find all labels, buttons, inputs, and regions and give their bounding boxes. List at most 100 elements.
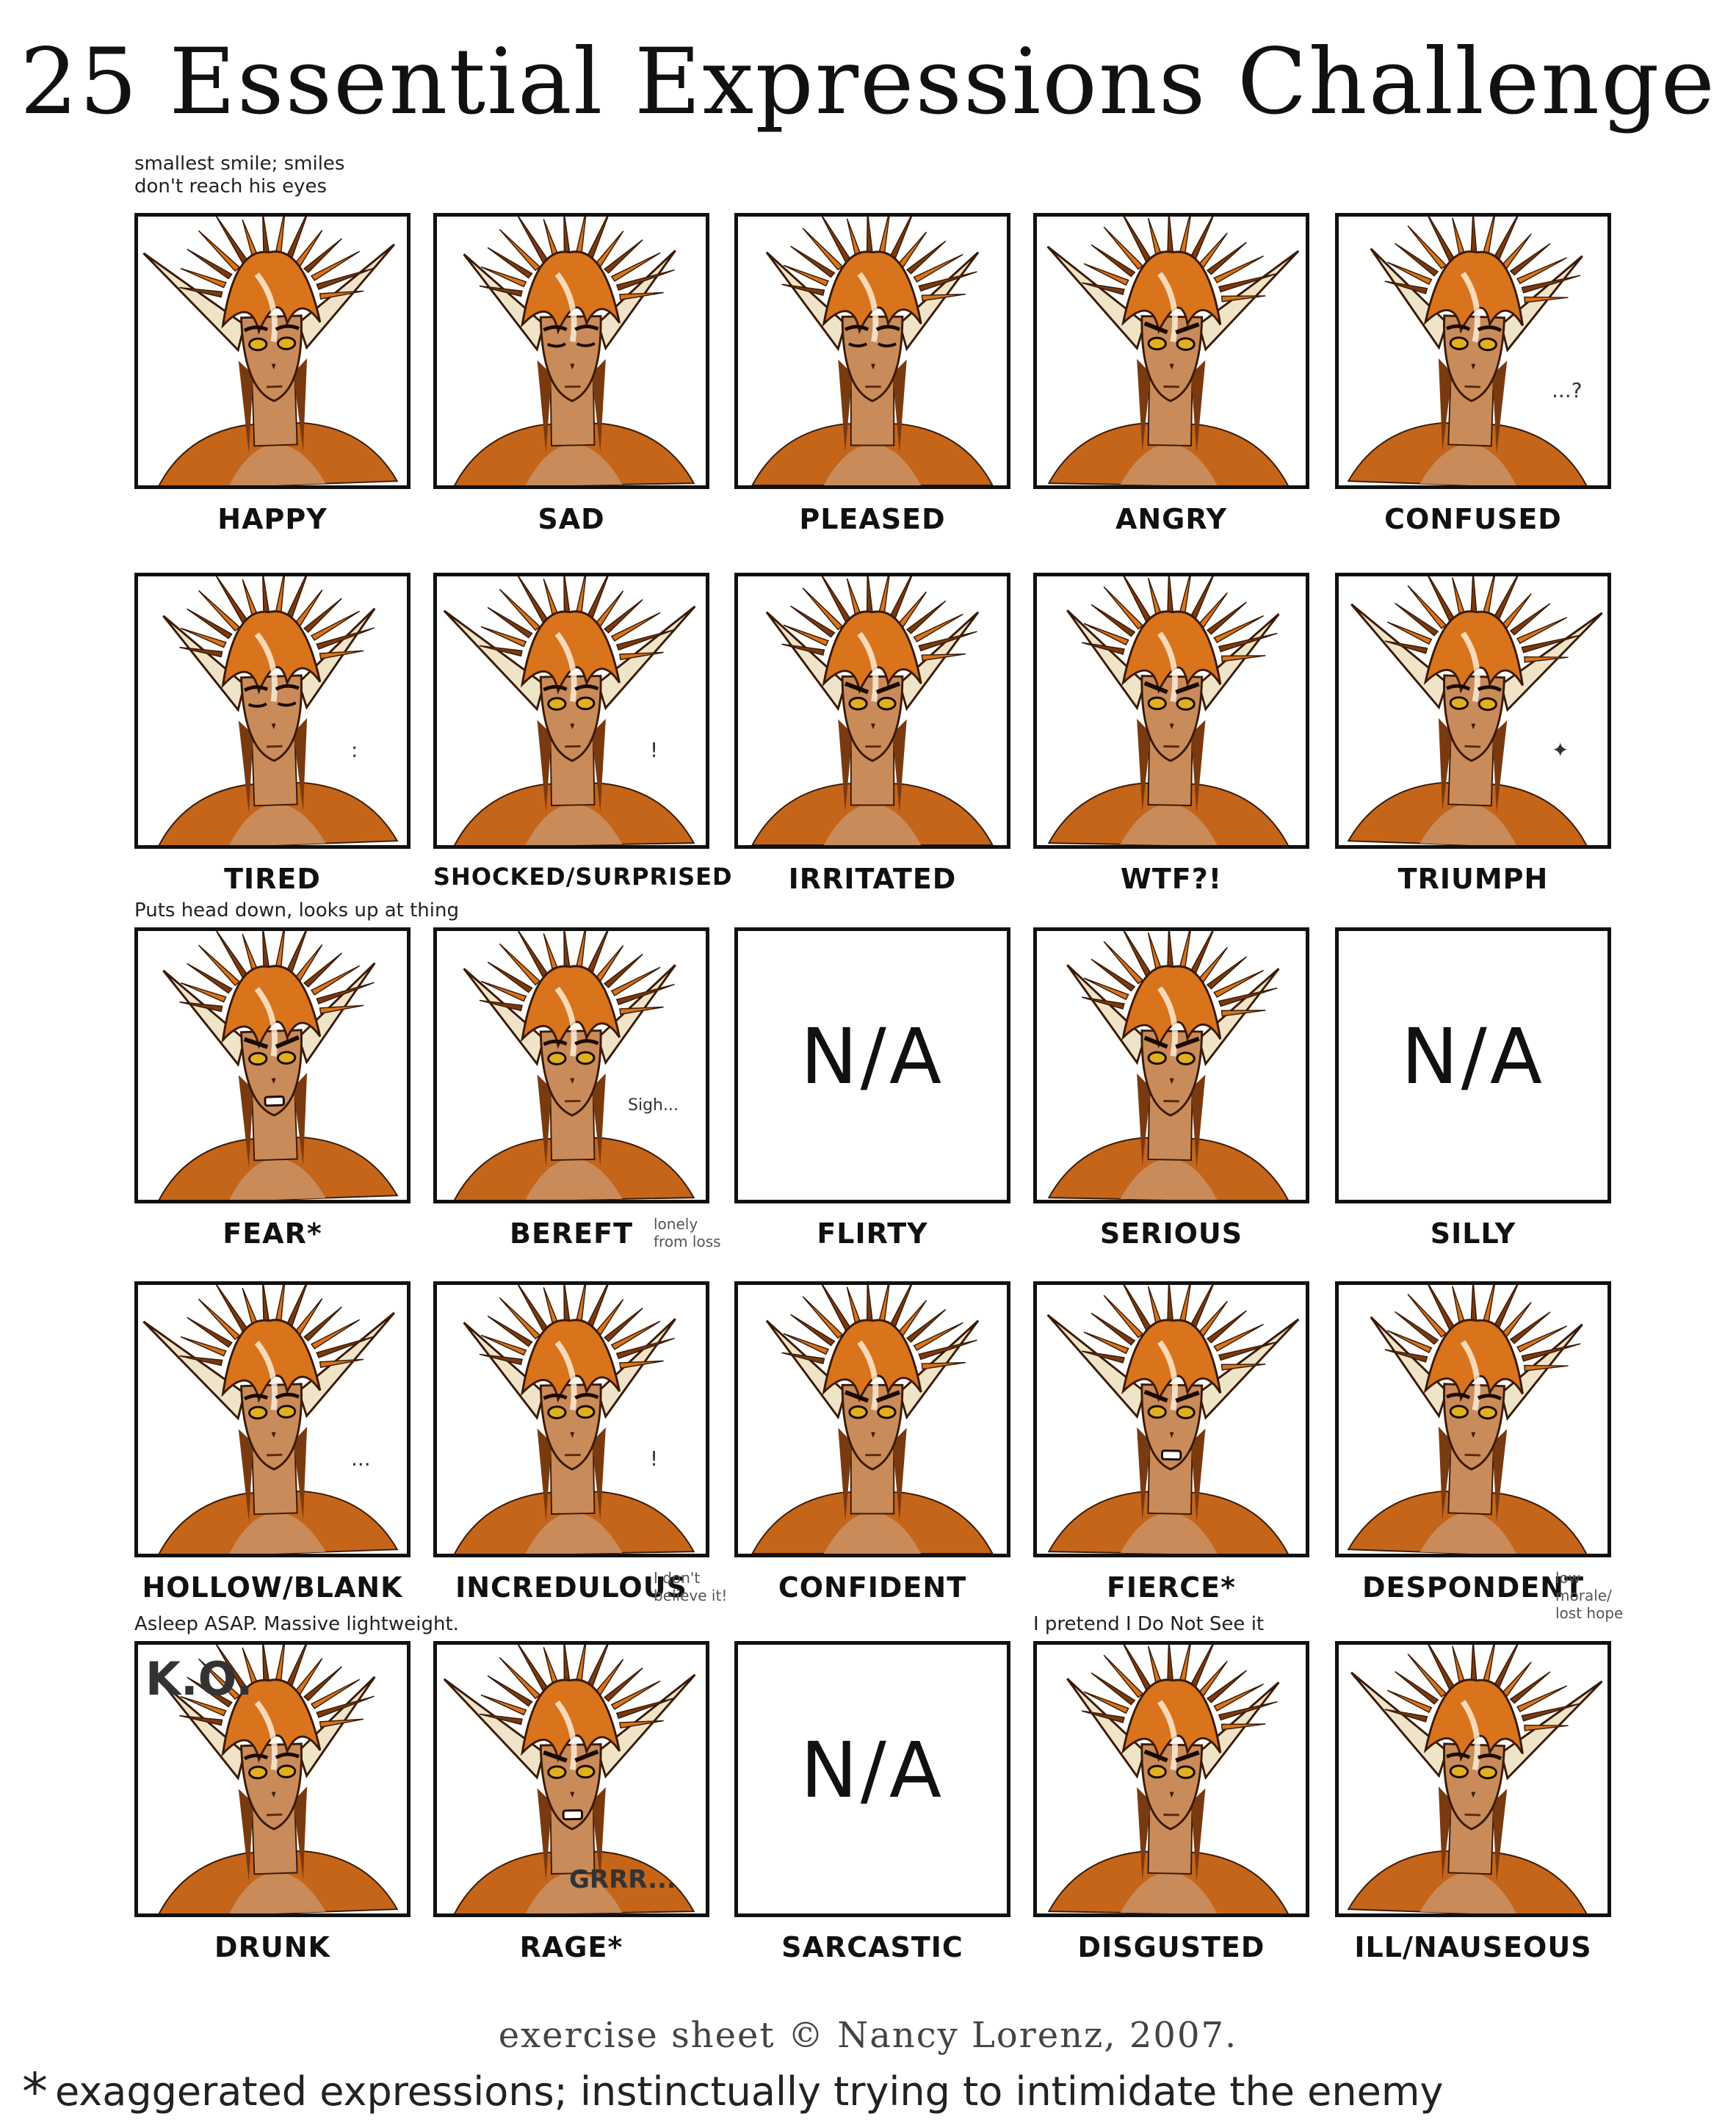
expression-panel bbox=[1033, 1641, 1309, 1917]
expression-label: FEAR* bbox=[223, 1217, 322, 1250]
expression-label: SARCASTIC bbox=[781, 1931, 963, 1963]
expression-cell: ANGRY bbox=[1033, 213, 1309, 535]
panel-annotation: Sigh... bbox=[628, 1096, 679, 1115]
expression-cell: ! INCREDULOUS I don't believe it! bbox=[433, 1281, 727, 1604]
expression-label: DISGUSTED bbox=[1077, 1931, 1265, 1963]
expression-panel bbox=[1033, 1281, 1309, 1557]
character-portrait bbox=[156, 1645, 399, 1913]
expression-panel: ! bbox=[433, 1281, 709, 1557]
expression-label: DRUNK bbox=[214, 1931, 330, 1963]
expression-panel bbox=[1335, 1281, 1611, 1557]
character-portrait bbox=[452, 931, 695, 1200]
expression-label: DESPONDENT bbox=[1361, 1571, 1585, 1604]
expression-cell: SERIOUS bbox=[1033, 927, 1309, 1250]
expression-label: FIERCE* bbox=[1106, 1571, 1237, 1604]
expression-cell: DISGUSTED I pretend I Do Not See it bbox=[1033, 1613, 1309, 1963]
expression-panel bbox=[734, 573, 1010, 849]
expression-label: PLEASED bbox=[799, 503, 946, 535]
panel-annotation: ✦ bbox=[1552, 738, 1569, 762]
expression-cell: IRRITATED bbox=[734, 573, 1010, 895]
expression-label: TRIUMPH bbox=[1397, 863, 1549, 895]
expression-label: SILLY bbox=[1430, 1217, 1516, 1250]
expression-panel: ...? bbox=[1335, 213, 1611, 489]
expression-cell: ! SHOCKED/SURPRISED bbox=[433, 573, 732, 891]
expression-label: HAPPY bbox=[217, 503, 328, 535]
sheet-title: 25 Essential Expressions Challenge bbox=[20, 29, 1716, 135]
character-portrait bbox=[1047, 1645, 1290, 1913]
character-portrait bbox=[156, 931, 399, 1200]
expression-panel: ✦ bbox=[1335, 573, 1611, 849]
expression-label: ANGRY bbox=[1115, 503, 1228, 535]
expression-cell: SAD bbox=[433, 213, 709, 535]
expression-label: BEREFT bbox=[509, 1217, 634, 1250]
character-portrait bbox=[751, 217, 994, 485]
top-note: Puts head down, looks up at thing bbox=[134, 899, 459, 921]
character-portrait bbox=[1347, 576, 1603, 845]
character-portrait bbox=[751, 1285, 994, 1554]
expression-panel bbox=[134, 927, 411, 1203]
expression-label: IRRITATED bbox=[788, 863, 957, 895]
character-portrait bbox=[751, 576, 994, 845]
na-placeholder: N/A bbox=[1401, 1012, 1545, 1101]
character-portrait bbox=[452, 1285, 695, 1554]
character-portrait bbox=[452, 217, 695, 485]
expression-label: SERIOUS bbox=[1099, 1217, 1243, 1250]
expression-cell: N/A SARCASTIC bbox=[734, 1641, 1010, 1963]
expression-panel bbox=[1033, 927, 1309, 1203]
character-portrait bbox=[1047, 576, 1290, 845]
character-portrait bbox=[1347, 217, 1590, 485]
panel-annotation: ...? bbox=[1552, 378, 1583, 402]
credit-line: exercise sheet © Nancy Lorenz, 2007. bbox=[498, 2015, 1238, 2056]
character-portrait bbox=[156, 576, 399, 845]
expression-panel: GRRR... bbox=[433, 1641, 709, 1917]
expression-panel: N/A bbox=[734, 927, 1010, 1203]
expression-cell: GRRR... RAGE* bbox=[433, 1641, 709, 1963]
expression-label: SAD bbox=[538, 503, 605, 535]
top-note: smallest smile; smiles don't reach his e… bbox=[134, 153, 345, 198]
expression-panel bbox=[734, 1281, 1010, 1557]
expression-cell: Sigh... BEREFT lonely from loss bbox=[433, 927, 721, 1250]
expression-cell: ...? CONFUSED bbox=[1335, 213, 1611, 535]
expression-cell: PLEASED bbox=[734, 213, 1010, 535]
side-note: I don't believe it! bbox=[654, 1569, 728, 1604]
expression-cell: FEAR* Puts head down, looks up at thing bbox=[134, 899, 459, 1250]
character-portrait bbox=[1046, 217, 1300, 485]
panel-annotation: : bbox=[351, 738, 358, 762]
panel-annotation: GRRR... bbox=[569, 1865, 676, 1894]
footnote-star: * bbox=[22, 2062, 48, 2122]
expression-label: ILL/NAUSEOUS bbox=[1354, 1931, 1592, 1963]
top-note: Asleep ASAP. Massive lightweight. bbox=[134, 1613, 459, 1635]
expression-cell: CONFIDENT bbox=[734, 1281, 1010, 1604]
expression-cell: HAPPY smallest smile; smiles don't reach … bbox=[134, 153, 411, 535]
expression-cell: N/A SILLY bbox=[1335, 927, 1611, 1250]
expression-label: SHOCKED/SURPRISED bbox=[433, 863, 733, 891]
footnote-text: exaggerated expressions; instinctually t… bbox=[55, 2068, 1444, 2115]
panel-annotation: K.O. bbox=[145, 1652, 253, 1706]
character-portrait bbox=[142, 1285, 399, 1554]
character-portrait bbox=[142, 217, 399, 485]
footnote: * exaggerated expressions; instinctually … bbox=[22, 2062, 1443, 2122]
character-portrait bbox=[1347, 1285, 1590, 1554]
character-portrait bbox=[1347, 1645, 1603, 1913]
expression-label: TIRED bbox=[224, 863, 321, 895]
expression-cell: : TIRED bbox=[134, 573, 411, 895]
expression-cell: ILL/NAUSEOUS bbox=[1335, 1641, 1611, 1963]
expression-cell: ✦ TRIUMPH bbox=[1335, 573, 1611, 895]
expression-panel bbox=[433, 213, 709, 489]
expression-cell: N/A FLIRTY bbox=[734, 927, 1010, 1250]
expression-panel bbox=[1033, 573, 1309, 849]
na-placeholder: N/A bbox=[800, 1012, 944, 1101]
expression-label: INCREDULOUS bbox=[455, 1571, 687, 1604]
panel-annotation: ! bbox=[650, 1446, 659, 1471]
character-portrait bbox=[443, 576, 696, 845]
side-note: lonely from loss bbox=[654, 1215, 721, 1250]
expression-cell: ... HOLLOW/BLANK bbox=[134, 1281, 411, 1604]
expression-panel: Sigh... bbox=[433, 927, 709, 1203]
side-note: low morale/ lost hope bbox=[1555, 1569, 1624, 1622]
top-note: I pretend I Do Not See it bbox=[1033, 1613, 1265, 1635]
expression-panel bbox=[1033, 213, 1309, 489]
expression-label: FLIRTY bbox=[817, 1217, 928, 1250]
expression-panel bbox=[134, 213, 411, 489]
